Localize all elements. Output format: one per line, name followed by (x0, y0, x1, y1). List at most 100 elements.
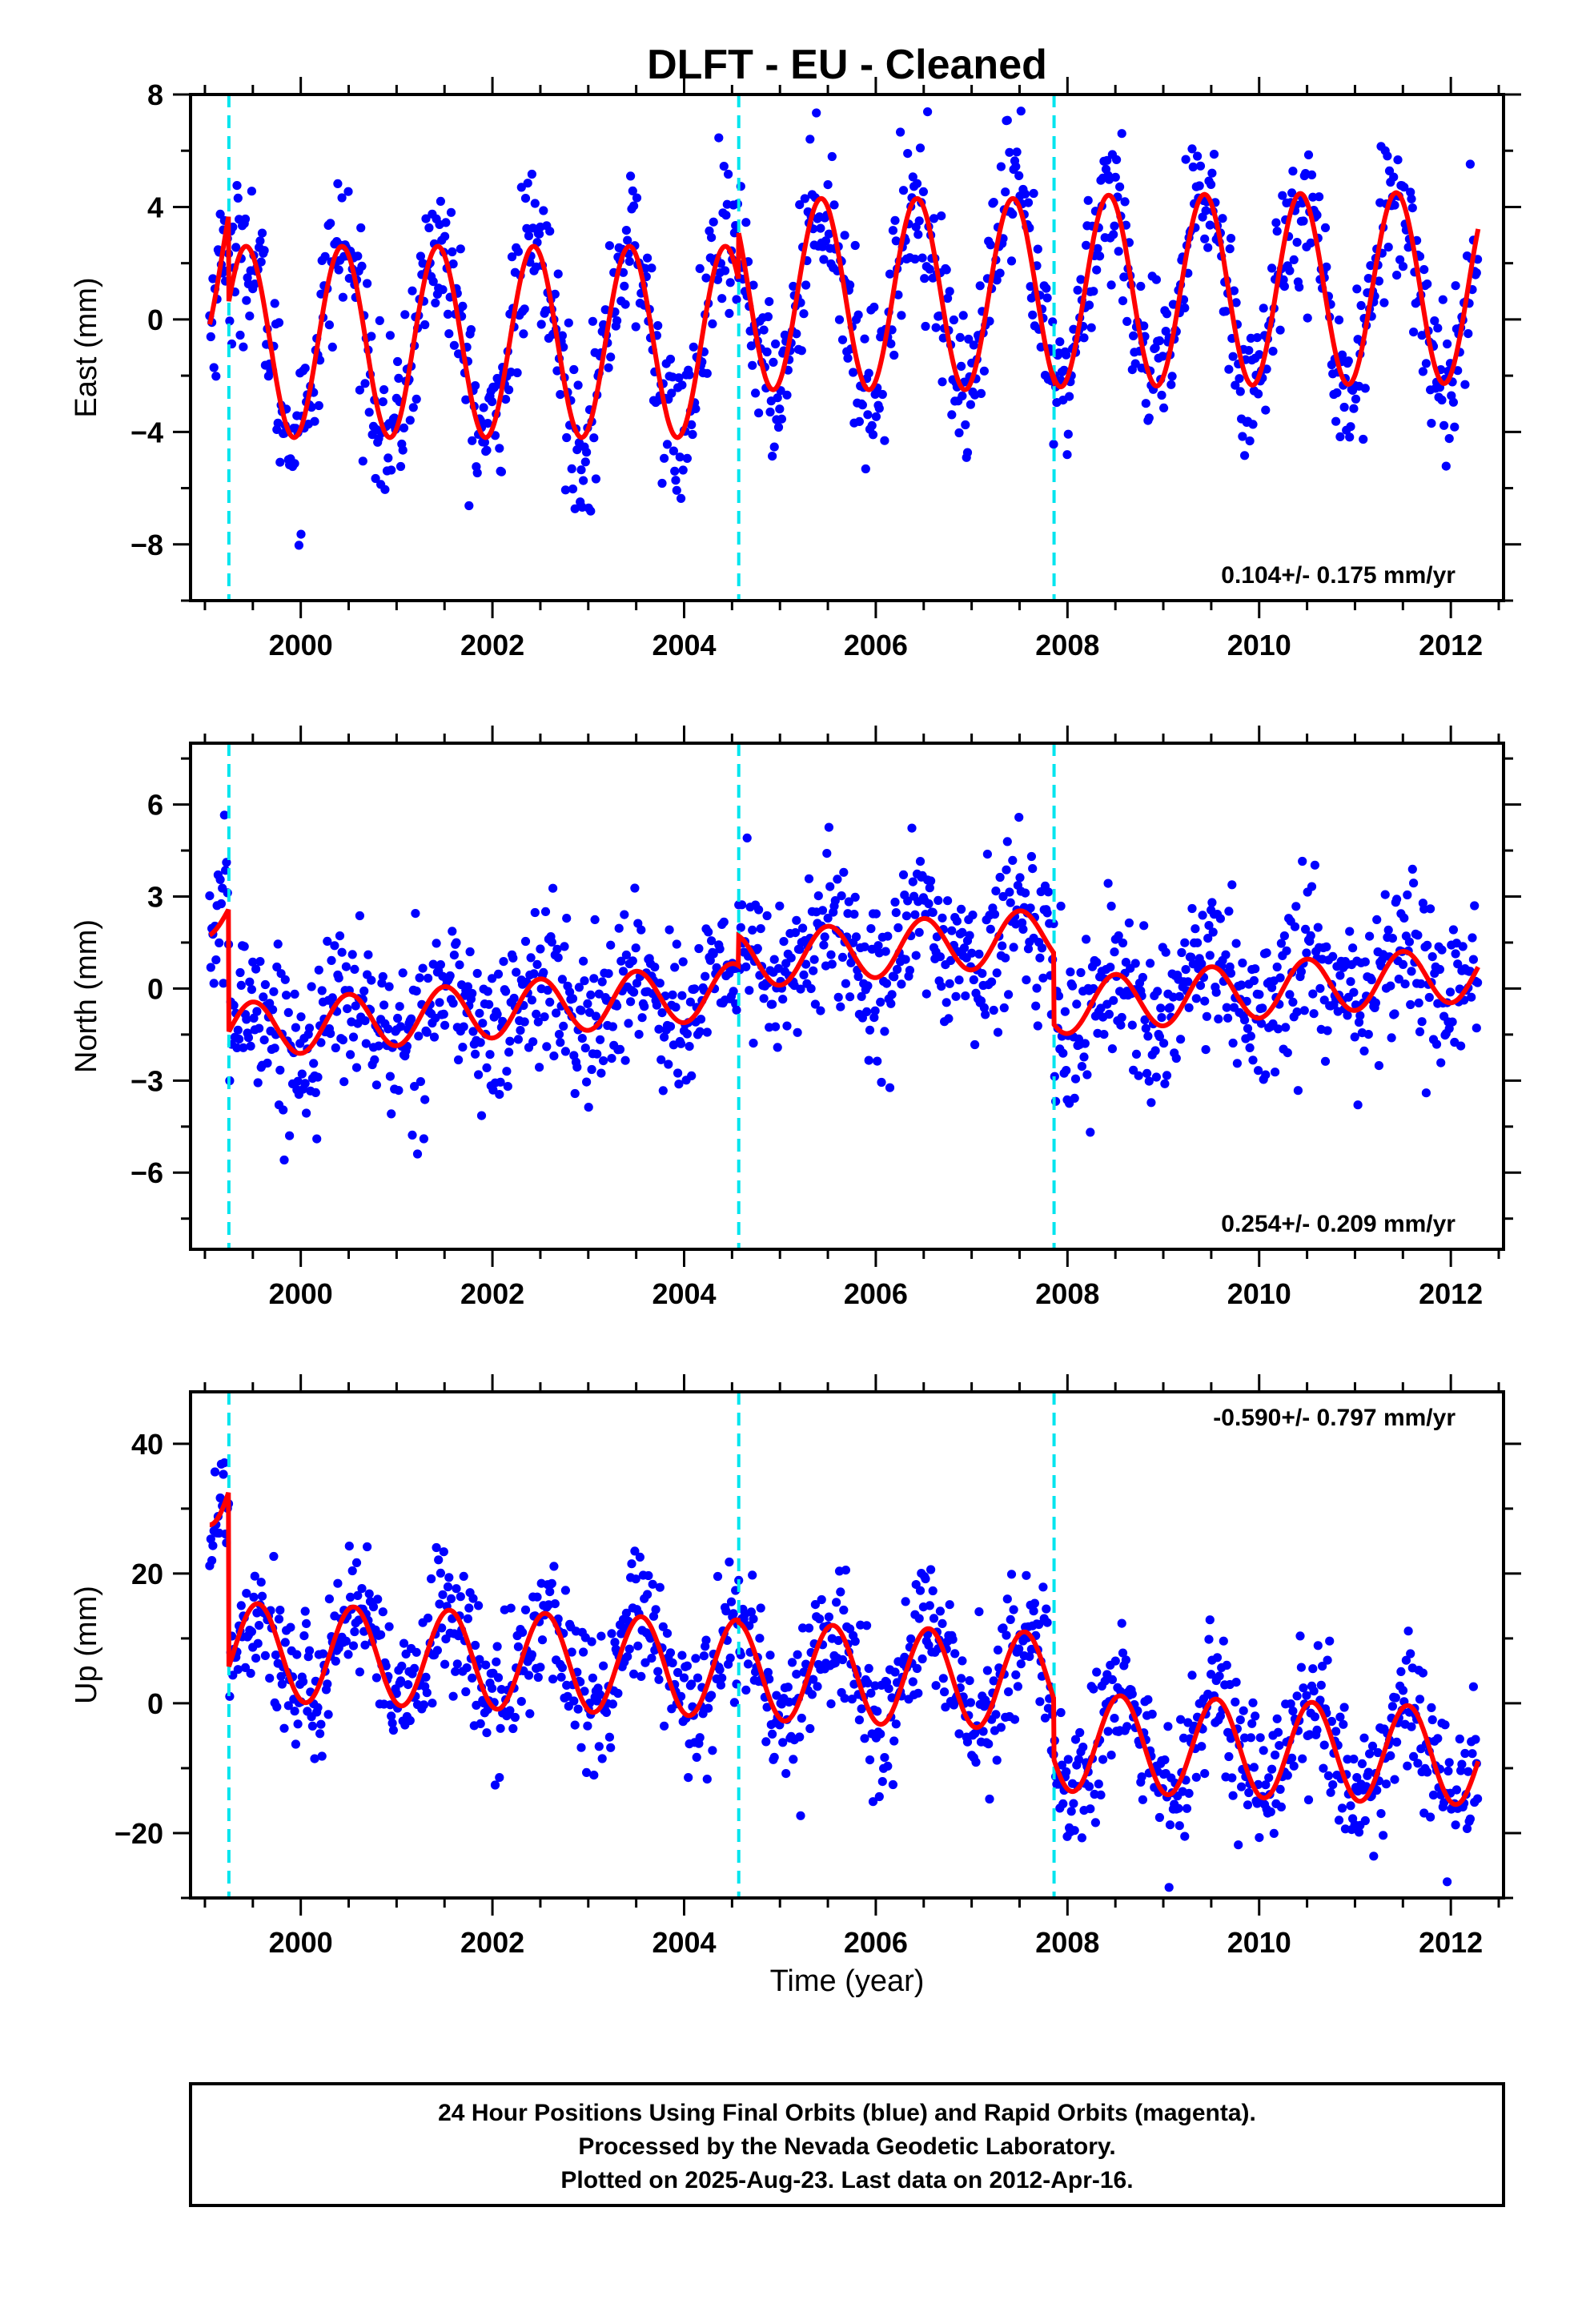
data-point (817, 1594, 826, 1605)
data-point (640, 1002, 649, 1011)
x-tick-label: 2010 (1227, 1926, 1291, 1959)
data-point (481, 1660, 491, 1670)
data-point (582, 448, 592, 457)
data-point (424, 973, 433, 983)
data-point (1117, 129, 1126, 139)
data-point (235, 1035, 244, 1044)
data-point (508, 1723, 518, 1734)
data-point (876, 997, 885, 1007)
data-point (545, 1587, 555, 1597)
data-point (1002, 1594, 1012, 1604)
data-point (1225, 244, 1235, 254)
data-point (1258, 1003, 1267, 1013)
data-point (1208, 927, 1218, 937)
data-point (573, 380, 583, 390)
data-point (455, 960, 464, 970)
data-point (247, 187, 256, 196)
data-point (424, 1613, 433, 1623)
data-point (1235, 1715, 1245, 1725)
data-point (1302, 1691, 1311, 1700)
data-point (862, 1621, 872, 1630)
data-point (568, 485, 578, 494)
data-point (505, 1036, 515, 1046)
data-point (1110, 221, 1119, 231)
data-point (420, 320, 430, 330)
data-point (304, 1646, 315, 1655)
data-point (1205, 951, 1215, 960)
data-point (1056, 1707, 1066, 1718)
data-point (707, 936, 717, 946)
data-point (1468, 1682, 1478, 1691)
data-point (577, 1034, 587, 1043)
data-point (1283, 1771, 1292, 1780)
data-point (809, 1675, 818, 1684)
data-point (610, 1638, 620, 1647)
data-point (307, 1721, 317, 1731)
x-axis-label: Time (year) (770, 1964, 925, 1998)
data-point (341, 1636, 351, 1646)
data-point (1282, 946, 1291, 955)
data-point (1403, 243, 1413, 252)
data-point (945, 287, 954, 296)
data-point (849, 368, 858, 377)
data-point (1281, 1023, 1291, 1032)
data-point (1318, 1662, 1327, 1671)
data-point (729, 1698, 740, 1707)
data-point (798, 923, 808, 933)
data-point (1299, 216, 1308, 226)
data-point (1319, 1740, 1329, 1750)
data-point (1440, 1720, 1450, 1730)
data-point (1383, 243, 1393, 252)
data-point (495, 1773, 504, 1783)
data-point (631, 1574, 640, 1584)
data-point (582, 1077, 592, 1087)
data-point (549, 1051, 559, 1061)
data-point (533, 1017, 543, 1027)
y-tick-label: −4 (130, 416, 163, 448)
data-point (991, 887, 1001, 896)
data-point (1089, 1684, 1098, 1694)
data-point (978, 1727, 988, 1736)
data-point (439, 1547, 448, 1557)
data-point (796, 1811, 805, 1820)
data-point (629, 1669, 639, 1679)
data-point (1403, 890, 1412, 900)
data-point (965, 1676, 974, 1686)
data-point (434, 1555, 444, 1565)
data-point (889, 1736, 899, 1746)
data-point (235, 967, 245, 978)
data-point (350, 1626, 359, 1637)
data-point (272, 962, 282, 972)
data-point (1269, 1828, 1279, 1838)
data-point (562, 914, 572, 923)
data-point (1312, 211, 1322, 220)
data-point (210, 1467, 220, 1477)
data-point (419, 1700, 429, 1710)
data-point (1313, 1641, 1323, 1651)
data-point (1098, 1755, 1108, 1764)
data-point (691, 1654, 701, 1663)
data-point (908, 1677, 917, 1687)
data-point (1174, 1821, 1184, 1831)
data-point (865, 1755, 875, 1765)
data-point (1058, 1799, 1068, 1808)
data-point (1458, 942, 1468, 951)
data-point (1288, 167, 1298, 176)
data-point (1472, 268, 1481, 278)
figure-title: DLFT - EU - Cleaned (647, 42, 1047, 88)
data-point (1137, 1772, 1146, 1782)
data-point (257, 228, 267, 238)
data-point (1372, 915, 1382, 924)
x-tick-label: 2008 (1035, 1926, 1099, 1959)
data-point (989, 198, 998, 207)
data-point (1349, 404, 1359, 413)
data-point (456, 244, 465, 254)
data-point (1255, 990, 1264, 999)
data-point (1193, 938, 1203, 947)
data-point (1345, 432, 1355, 442)
data-point (225, 316, 235, 326)
data-point (897, 311, 906, 320)
data-point (1066, 1807, 1076, 1816)
data-point (624, 1019, 633, 1028)
data-point (1015, 873, 1025, 883)
